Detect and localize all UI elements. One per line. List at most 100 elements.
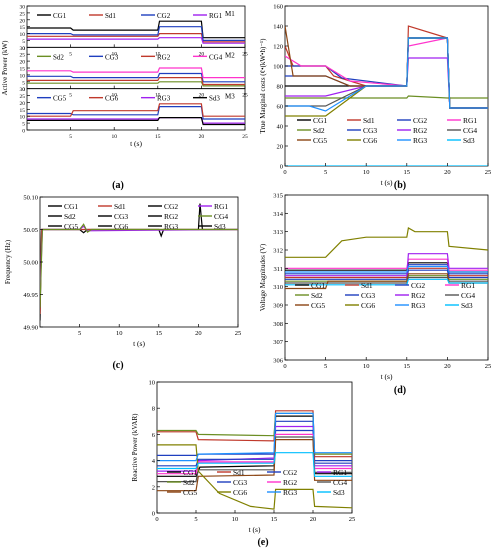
y-tick-label: 307 bbox=[273, 339, 284, 346]
y-tick-label: 20 bbox=[20, 101, 26, 107]
x-axis-title: t (s) bbox=[133, 339, 145, 348]
y-tick-label: 25 bbox=[20, 53, 26, 59]
y-tick-label: 10 bbox=[20, 73, 26, 79]
x-tick-label: 5 bbox=[69, 51, 72, 57]
x-tick-label: 10 bbox=[363, 363, 370, 370]
series-line-CG6 bbox=[285, 227, 488, 258]
y-tick-label: 308 bbox=[273, 321, 283, 328]
legend-label-Sd2: Sd2 bbox=[183, 478, 195, 487]
x-tick-label: 15 bbox=[155, 93, 161, 99]
x-tick-label: 5 bbox=[194, 516, 197, 523]
series-line-Sd3 bbox=[27, 117, 245, 126]
legend-label-CG4: CG4 bbox=[209, 53, 223, 61]
x-tick-label: 20 bbox=[444, 363, 451, 370]
legend-label-RG3: RG3 bbox=[157, 95, 171, 103]
legend-label-Sd3: Sd3 bbox=[209, 95, 220, 103]
y-tick-label: 4 bbox=[152, 458, 156, 465]
x-tick-label: 15 bbox=[404, 363, 411, 370]
y-tick-label: 2 bbox=[152, 484, 155, 491]
legend-label-CG5: CG5 bbox=[313, 136, 327, 145]
series-line-RG1 bbox=[40, 225, 238, 295]
x-tick-label: 5 bbox=[324, 169, 327, 176]
y-tick-label: 10 bbox=[20, 32, 26, 38]
series-line-CG4 bbox=[27, 67, 245, 79]
x-tick-label: 5 bbox=[78, 330, 81, 337]
y-tick-label: 60 bbox=[277, 104, 284, 111]
x-tick-label: 20 bbox=[199, 93, 205, 99]
y-tick-label: 315 bbox=[273, 193, 283, 200]
y-tick-label: 313 bbox=[273, 229, 283, 236]
x-axis-title: t (s) bbox=[381, 178, 393, 187]
x-tick-label: 20 bbox=[199, 134, 205, 140]
x-tick-label: 10 bbox=[116, 330, 123, 337]
x-tick-label: 10 bbox=[232, 516, 239, 523]
legend-label-CG2: CG2 bbox=[413, 116, 427, 125]
y-tick-label: 20 bbox=[20, 18, 26, 24]
y-axis-title: Active Power (kW) bbox=[1, 40, 9, 95]
y-tick-label: 10 bbox=[149, 380, 156, 387]
series-line-CG2 bbox=[285, 264, 488, 275]
legend-label-CG3: CG3 bbox=[233, 478, 247, 487]
y-tick-label: 0 bbox=[280, 164, 283, 171]
y-tick-label: 140 bbox=[273, 24, 283, 31]
legend-label-CG5: CG5 bbox=[183, 488, 197, 497]
y-tick-label: 5 bbox=[22, 39, 25, 45]
series-line-CG4 bbox=[40, 223, 238, 308]
legend-label-RG2: RG2 bbox=[164, 212, 178, 221]
legend-label-CG3: CG3 bbox=[363, 126, 377, 135]
legend-label-CG4: CG4 bbox=[463, 126, 477, 135]
subplot-label: M3 bbox=[225, 93, 235, 101]
y-tick-label: 20 bbox=[20, 60, 26, 66]
legend-label-RG1: RG1 bbox=[209, 12, 223, 20]
legend-label-CG1: CG1 bbox=[64, 202, 78, 211]
plot-frame bbox=[156, 381, 353, 514]
series-line-CG3 bbox=[27, 72, 245, 83]
y-tick-label: 0 bbox=[22, 87, 25, 93]
series-line-CG3 bbox=[285, 269, 488, 280]
y-tick-label: 306 bbox=[273, 358, 284, 365]
series-line-CG4 bbox=[285, 276, 488, 284]
y-tick-label: 5 bbox=[22, 80, 25, 86]
x-axis-title: t (s) bbox=[249, 525, 261, 534]
legend-label-CG5: CG5 bbox=[64, 222, 78, 231]
legend-label-CG2: CG2 bbox=[283, 468, 297, 477]
subplot-label: M2 bbox=[225, 51, 235, 59]
x-tick-label: 10 bbox=[111, 93, 117, 99]
series-line-RG1 bbox=[285, 258, 488, 271]
x-tick-label: 20 bbox=[310, 516, 317, 523]
y-tick-label: 6 bbox=[152, 432, 156, 439]
y-tick-label: 100 bbox=[273, 64, 283, 71]
legend-label-Sd2: Sd2 bbox=[53, 53, 64, 61]
series-line-Sd1 bbox=[40, 228, 238, 315]
y-tick-label: 15 bbox=[20, 67, 26, 73]
chart-panel-d: 306 307 308 309 310 311 312 313 314 315 0 5 10 15 20 25… bbox=[259, 193, 491, 397]
x-tick-label: 20 bbox=[195, 330, 202, 337]
legend-label-Sd1: Sd1 bbox=[233, 468, 245, 477]
panel-label: (b) bbox=[394, 180, 406, 191]
x-tick-label: 20 bbox=[199, 51, 205, 57]
x-tick-label: 25 bbox=[235, 330, 242, 337]
x-tick-label: 15 bbox=[155, 51, 161, 57]
y-tick-label: 30 bbox=[20, 87, 26, 93]
y-tick-label: 30 bbox=[20, 46, 26, 52]
x-tick-label: 0 bbox=[283, 169, 286, 176]
legend-label-CG4: CG4 bbox=[214, 212, 228, 221]
legend-label-Sd2: Sd2 bbox=[64, 212, 76, 221]
y-tick-label: 309 bbox=[273, 303, 283, 310]
panel-label: (a) bbox=[112, 180, 124, 191]
panel-label: (d) bbox=[394, 385, 406, 396]
x-tick-label: 5 bbox=[69, 93, 72, 99]
legend-label-CG6: CG6 bbox=[233, 488, 247, 497]
y-tick-label: 50.10 bbox=[23, 195, 38, 202]
legend-label-CG3: CG3 bbox=[114, 212, 128, 221]
x-tick-label: 10 bbox=[111, 134, 117, 140]
x-tick-label: 15 bbox=[271, 516, 278, 523]
legend-label-CG2: CG2 bbox=[164, 202, 178, 211]
y-tick-label: 0 bbox=[22, 129, 25, 135]
y-axis-title: Voltage Magnitudes (V) bbox=[259, 243, 267, 311]
legend-label-RG3: RG3 bbox=[413, 136, 427, 145]
y-tick-label: 80 bbox=[277, 84, 284, 91]
panel-label: (e) bbox=[257, 537, 268, 548]
